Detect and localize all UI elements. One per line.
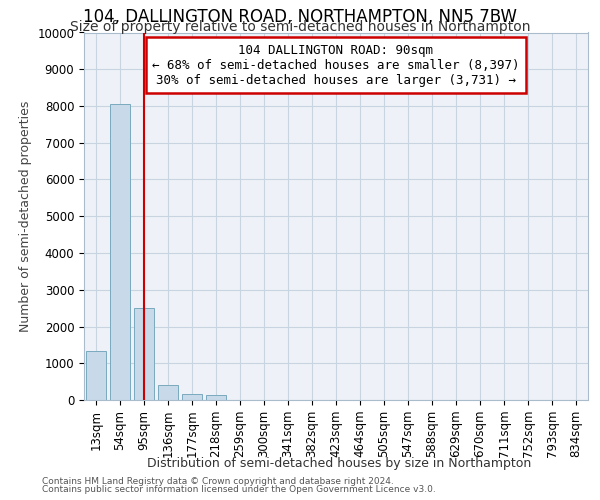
Bar: [110, 104, 130, 400]
Text: Size of property relative to semi-detached houses in Northampton: Size of property relative to semi-detach…: [70, 20, 530, 34]
Text: Distribution of semi-detached houses by size in Northampton: Distribution of semi-detached houses by …: [147, 458, 531, 470]
Text: Contains HM Land Registry data © Crown copyright and database right 2024.: Contains HM Land Registry data © Crown c…: [42, 477, 394, 486]
Text: 104 DALLINGTON ROAD: 90sqm
← 68% of semi-detached houses are smaller (8,397)
30%: 104 DALLINGTON ROAD: 90sqm ← 68% of semi…: [152, 44, 520, 86]
Text: 104, DALLINGTON ROAD, NORTHAMPTON, NN5 7BW: 104, DALLINGTON ROAD, NORTHAMPTON, NN5 7…: [83, 8, 517, 26]
Bar: [158, 386, 178, 400]
Bar: [182, 394, 202, 400]
Bar: [86, 352, 106, 400]
Y-axis label: Number of semi-detached properties: Number of semi-detached properties: [19, 100, 32, 332]
Bar: [134, 308, 154, 400]
Bar: [206, 395, 226, 400]
Text: Contains public sector information licensed under the Open Government Licence v3: Contains public sector information licen…: [42, 485, 436, 494]
